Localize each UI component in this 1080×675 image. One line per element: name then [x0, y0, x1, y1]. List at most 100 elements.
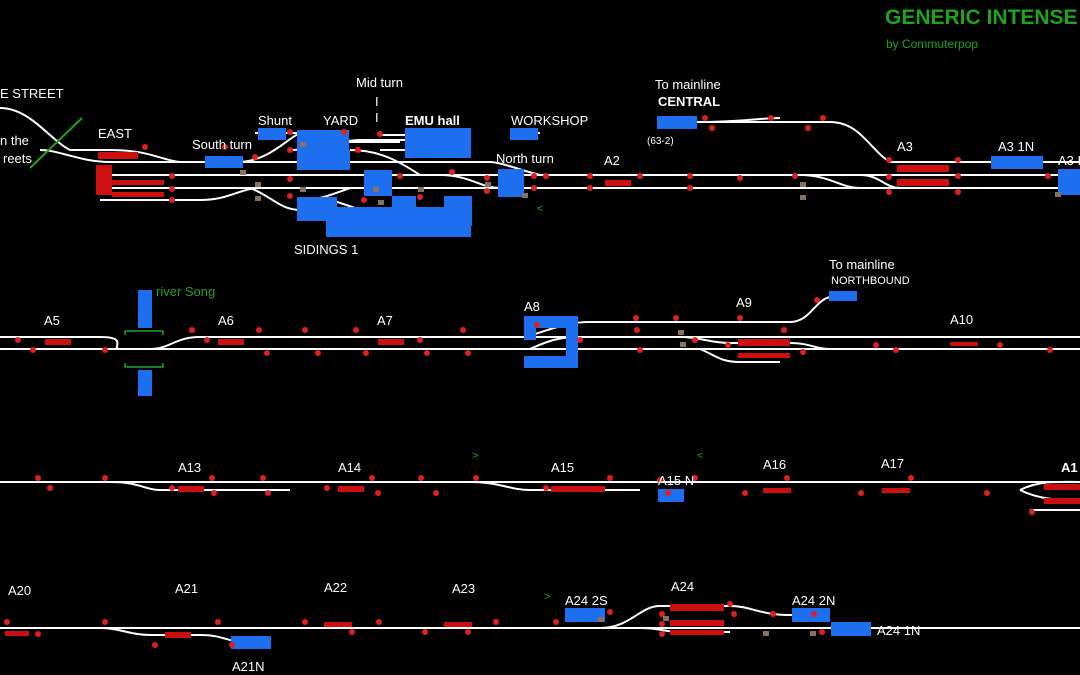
signal-light[interactable] — [955, 157, 961, 163]
signal-light[interactable] — [484, 175, 490, 181]
signal-light[interactable] — [692, 337, 698, 343]
signal-light[interactable] — [302, 619, 308, 625]
point-marker[interactable] — [678, 330, 684, 335]
signal-light[interactable] — [47, 485, 53, 491]
signal-light[interactable] — [531, 173, 537, 179]
signal-light[interactable] — [727, 601, 733, 607]
signal-light[interactable] — [169, 197, 175, 203]
point-marker[interactable] — [485, 182, 491, 187]
signal-light[interactable] — [997, 342, 1003, 348]
signal-light[interactable] — [587, 185, 593, 191]
signal-light[interactable] — [142, 144, 148, 150]
signal-light[interactable] — [702, 115, 708, 121]
signal-light[interactable] — [417, 194, 423, 200]
signal-light[interactable] — [169, 485, 175, 491]
signal-light[interactable] — [484, 188, 490, 194]
signal-light[interactable] — [341, 129, 347, 135]
signal-light[interactable] — [955, 189, 961, 195]
signal-light[interactable] — [1029, 509, 1035, 515]
point-marker[interactable] — [378, 200, 384, 205]
signal-light[interactable] — [770, 611, 776, 617]
signal-light[interactable] — [633, 315, 639, 321]
signal-light[interactable] — [375, 490, 381, 496]
point-marker[interactable] — [1055, 192, 1061, 197]
signal-light[interactable] — [35, 475, 41, 481]
signal-light[interactable] — [819, 629, 825, 635]
signal-light[interactable] — [543, 485, 549, 491]
signal-light[interactable] — [102, 475, 108, 481]
signal-light[interactable] — [709, 125, 715, 131]
signal-light[interactable] — [102, 619, 108, 625]
signal-light[interactable] — [369, 475, 375, 481]
signal-light[interactable] — [637, 347, 643, 353]
point-marker[interactable] — [598, 617, 604, 622]
signal-light[interactable] — [433, 490, 439, 496]
signal-light[interactable] — [858, 490, 864, 496]
signal-light[interactable] — [577, 337, 583, 343]
signal-light[interactable] — [229, 642, 235, 648]
signal-light[interactable] — [302, 327, 308, 333]
point-marker[interactable] — [255, 196, 261, 201]
signal-light[interactable] — [465, 629, 471, 635]
signal-light[interactable] — [30, 347, 36, 353]
point-marker[interactable] — [680, 342, 686, 347]
point-marker[interactable] — [663, 616, 669, 621]
signal-light[interactable] — [820, 115, 826, 121]
signal-light[interactable] — [169, 173, 175, 179]
signal-light[interactable] — [460, 327, 466, 333]
signal-light[interactable] — [781, 327, 787, 333]
point-marker[interactable] — [240, 170, 246, 175]
signal-light[interactable] — [731, 611, 737, 617]
signal-light[interactable] — [1045, 173, 1051, 179]
signal-light[interactable] — [424, 350, 430, 356]
signal-light[interactable] — [687, 185, 693, 191]
signal-light[interactable] — [264, 350, 270, 356]
point-marker[interactable] — [300, 187, 306, 192]
signal-light[interactable] — [814, 297, 820, 303]
signal-light[interactable] — [493, 619, 499, 625]
signal-light[interactable] — [692, 475, 698, 481]
point-marker[interactable] — [522, 193, 528, 198]
signal-light[interactable] — [725, 342, 731, 348]
signal-light[interactable] — [531, 185, 537, 191]
signal-light[interactable] — [355, 147, 361, 153]
signal-light[interactable] — [265, 490, 271, 496]
signal-light[interactable] — [376, 619, 382, 625]
point-marker[interactable] — [800, 182, 806, 187]
signal-light[interactable] — [607, 475, 613, 481]
signal-light[interactable] — [15, 337, 21, 343]
signal-light[interactable] — [543, 173, 549, 179]
signal-light[interactable] — [449, 169, 455, 175]
signal-light[interactable] — [418, 475, 424, 481]
signal-light[interactable] — [792, 173, 798, 179]
point-marker[interactable] — [373, 187, 379, 192]
signal-light[interactable] — [673, 315, 679, 321]
signal-light[interactable] — [737, 175, 743, 181]
signal-light[interactable] — [465, 350, 471, 356]
signal-light[interactable] — [473, 475, 479, 481]
signal-light[interactable] — [657, 477, 663, 483]
signal-light[interactable] — [222, 144, 228, 150]
signal-light[interactable] — [397, 173, 403, 179]
signal-light[interactable] — [886, 189, 892, 195]
signal-light[interactable] — [287, 129, 293, 135]
signal-light[interactable] — [665, 490, 671, 496]
signal-light[interactable] — [893, 347, 899, 353]
signal-light[interactable] — [363, 350, 369, 356]
signal-light[interactable] — [908, 475, 914, 481]
signal-light[interactable] — [886, 174, 892, 180]
signal-light[interactable] — [252, 154, 258, 160]
point-marker[interactable] — [810, 631, 816, 636]
signal-light[interactable] — [553, 619, 559, 625]
signal-light[interactable] — [209, 475, 215, 481]
signal-light[interactable] — [324, 485, 330, 491]
signal-light[interactable] — [102, 347, 108, 353]
signal-light[interactable] — [659, 631, 665, 637]
signal-light[interactable] — [687, 173, 693, 179]
signal-light[interactable] — [659, 611, 665, 617]
point-marker[interactable] — [763, 631, 769, 636]
signal-light[interactable] — [260, 475, 266, 481]
signal-light[interactable] — [349, 629, 355, 635]
signal-light[interactable] — [4, 619, 10, 625]
signal-light[interactable] — [768, 115, 774, 121]
